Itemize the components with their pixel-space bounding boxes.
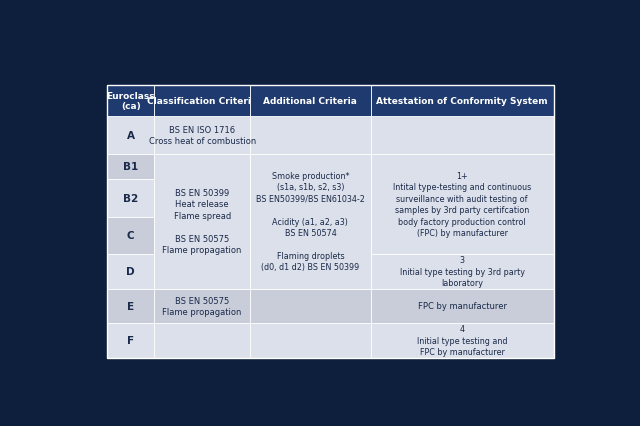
Text: D: D [127,267,135,277]
Text: 4
Initial type testing and
FPC by manufacturer: 4 Initial type testing and FPC by manufa… [417,325,508,357]
Bar [250,117,371,154]
Bar [154,180,250,217]
Bar [371,86,554,117]
Text: B2: B2 [123,193,138,204]
Bar [250,323,371,358]
Bar [154,289,250,323]
Bar [371,323,554,358]
Text: FPC by manufacturer: FPC by manufacturer [418,302,507,311]
Text: Additional Criteria: Additional Criteria [264,97,357,106]
Bar [250,289,371,323]
Bar [108,117,154,154]
Bar [108,86,154,117]
Bar [250,86,371,117]
Bar [154,323,250,358]
Text: Euroclass
(ca): Euroclass (ca) [106,92,155,111]
Bar [371,255,554,289]
Bar [154,86,250,117]
Bar [108,86,554,358]
Bar [154,217,250,255]
Bar [154,154,250,289]
Text: C: C [127,231,134,241]
Text: 3
Initial type testing by 3rd party
laboratory: 3 Initial type testing by 3rd party labo… [399,256,525,288]
Text: Smoke production*
(s1a, s1b, s2, s3)
BS EN50399/BS EN61034-2

Acidity (a1, a2, a: Smoke production* (s1a, s1b, s2, s3) BS … [256,171,365,272]
Bar [108,180,154,217]
Text: A: A [127,131,134,141]
Bar [154,154,250,180]
Bar [250,255,371,289]
Bar [371,180,554,217]
Bar [371,154,554,255]
Text: Classification Criteria: Classification Criteria [147,97,257,106]
Bar [250,217,371,255]
Text: B1: B1 [123,162,138,172]
Bar [108,289,154,323]
Bar [108,323,154,358]
Bar [371,289,554,323]
Bar [250,154,371,289]
Bar [108,217,154,255]
Bar [108,255,154,289]
Bar [250,154,371,180]
Text: E: E [127,301,134,311]
Bar [371,117,554,154]
Bar [371,217,554,255]
Bar [108,154,154,180]
Bar [154,255,250,289]
Text: BS EN 50575
Flame propagation: BS EN 50575 Flame propagation [163,296,242,317]
Bar [154,117,250,154]
Bar [371,154,554,180]
Bar [250,180,371,217]
Text: 1+
Intital type-testing and continuous
surveillance with audit testing of
sample: 1+ Intital type-testing and continuous s… [393,171,531,237]
Text: BS EN ISO 1716
Cross heat of combustion: BS EN ISO 1716 Cross heat of combustion [148,125,256,146]
Text: F: F [127,336,134,345]
Text: BS EN 50399
Heat release
Flame spread

BS EN 50575
Flame propagation: BS EN 50399 Heat release Flame spread BS… [163,189,242,255]
Text: Attestation of Conformity System: Attestation of Conformity System [376,97,548,106]
